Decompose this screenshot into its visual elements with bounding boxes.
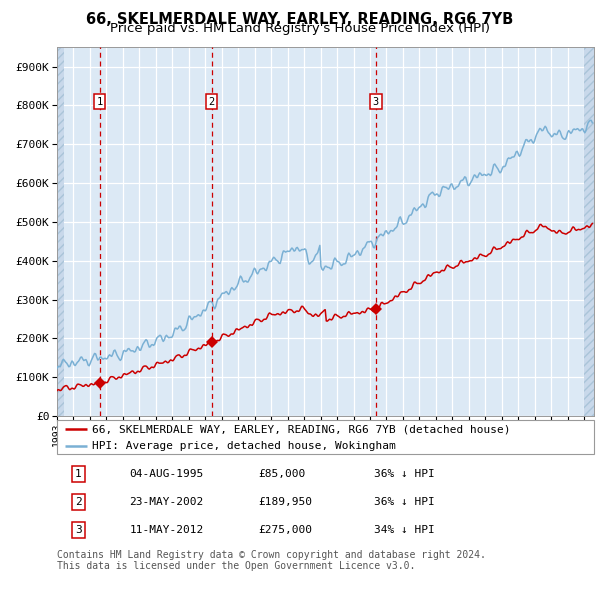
Text: £85,000: £85,000 xyxy=(259,469,305,479)
Text: £275,000: £275,000 xyxy=(259,525,313,535)
Text: 1: 1 xyxy=(97,97,103,107)
Text: 04-AUG-1995: 04-AUG-1995 xyxy=(130,469,204,479)
Text: 3: 3 xyxy=(75,525,82,535)
Text: 2: 2 xyxy=(75,497,82,507)
Text: Contains HM Land Registry data © Crown copyright and database right 2024.
This d: Contains HM Land Registry data © Crown c… xyxy=(57,550,486,572)
Text: £189,950: £189,950 xyxy=(259,497,313,507)
Text: 36% ↓ HPI: 36% ↓ HPI xyxy=(374,497,434,507)
Text: 23-MAY-2002: 23-MAY-2002 xyxy=(130,497,204,507)
Text: 66, SKELMERDALE WAY, EARLEY, READING, RG6 7YB: 66, SKELMERDALE WAY, EARLEY, READING, RG… xyxy=(86,12,514,27)
Text: 2: 2 xyxy=(209,97,215,107)
Bar xyxy=(584,47,594,416)
Text: 66, SKELMERDALE WAY, EARLEY, READING, RG6 7YB (detached house): 66, SKELMERDALE WAY, EARLEY, READING, RG… xyxy=(92,424,511,434)
Text: 11-MAY-2012: 11-MAY-2012 xyxy=(130,525,204,535)
Text: HPI: Average price, detached house, Wokingham: HPI: Average price, detached house, Woki… xyxy=(92,441,395,451)
Text: 36% ↓ HPI: 36% ↓ HPI xyxy=(374,469,434,479)
Bar xyxy=(57,47,64,416)
Text: 3: 3 xyxy=(373,97,379,107)
FancyBboxPatch shape xyxy=(57,420,594,454)
Text: 34% ↓ HPI: 34% ↓ HPI xyxy=(374,525,434,535)
Text: 1: 1 xyxy=(75,469,82,479)
Text: Price paid vs. HM Land Registry's House Price Index (HPI): Price paid vs. HM Land Registry's House … xyxy=(110,22,490,35)
